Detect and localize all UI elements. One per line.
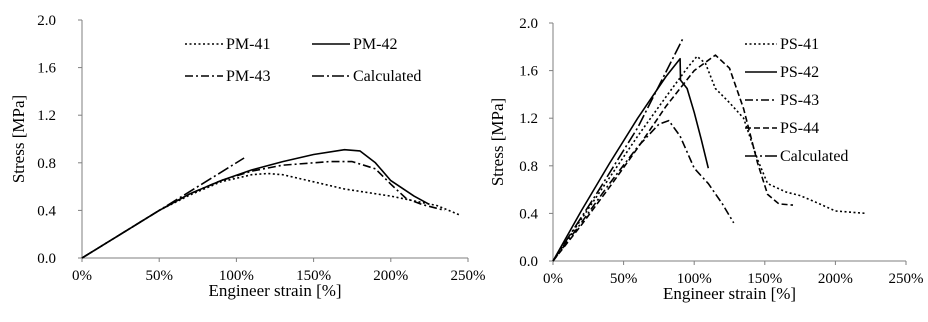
legend-label: PM-41	[226, 36, 270, 53]
y-tick-label: 0.0	[37, 251, 56, 267]
legend-label: Calculated	[780, 148, 848, 165]
series-line-calculated	[552, 38, 684, 262]
chart-ps: 0.0 0.4 0.8 1.2 1.6 2.0 0% 50% 100% 150% 200% 250% E…	[488, 16, 924, 303]
series-line-pm-42	[81, 148, 430, 259]
x-tick-label: 0%	[72, 268, 92, 284]
x-tick-label: 50%	[610, 271, 638, 287]
legend-label: PS-41	[780, 36, 819, 53]
y-tick-label: 0.8	[519, 159, 538, 175]
series-line-ps-43	[552, 119, 735, 262]
y-tick-label: 0.8	[37, 156, 56, 172]
x-tick-label: 0%	[543, 271, 563, 287]
x-axis-title: Engineer strain [%]	[663, 284, 796, 303]
y-tick-label: 1.2	[37, 108, 56, 124]
series-line-ps-41	[552, 55, 867, 262]
y-tick-label: 2.0	[37, 13, 56, 29]
y-tick-label: 0.4	[519, 206, 538, 222]
y-tick-label: 1.2	[519, 111, 538, 127]
x-tick-label: 150%	[296, 268, 331, 284]
chart-pm: 0.0 0.4 0.8 1.2 1.6 2.0 0% 50% 100% 150% 200% 250% E…	[9, 13, 486, 300]
legend-label: PS-42	[780, 64, 819, 81]
series-line-calculated	[81, 157, 245, 259]
y-tick-label: 1.6	[37, 61, 56, 77]
y-tick-label: 0.0	[519, 254, 538, 270]
series-line-pm-43	[81, 160, 446, 259]
y-tick-label: 2.0	[519, 16, 538, 32]
x-tick-label: 100%	[677, 271, 712, 287]
legend-label: Calculated	[353, 68, 421, 85]
x-tick-label: 100%	[219, 268, 254, 284]
x-tick-label: 200%	[373, 268, 408, 284]
y-tick-label: 1.6	[519, 64, 538, 80]
y-tick-label: 0.4	[37, 203, 56, 219]
x-tick-label: 250%	[889, 271, 924, 287]
series-line-ps-42	[552, 57, 710, 262]
x-tick-label: 50%	[145, 268, 173, 284]
series-line-ps-44	[552, 54, 794, 262]
x-tick-label: 150%	[747, 271, 782, 287]
y-axis-title: Stress [MPa]	[488, 98, 507, 186]
legend-label: PS-44	[780, 120, 819, 137]
y-axis-title: Stress [MPa]	[9, 95, 28, 183]
series-line-pm-41	[81, 172, 461, 259]
legend-label: PM-43	[226, 68, 270, 85]
legend-label: PS-43	[780, 92, 819, 109]
legend-label: PM-42	[353, 36, 397, 53]
x-tick-label: 200%	[818, 271, 853, 287]
x-axis-title: Engineer strain [%]	[208, 281, 341, 300]
x-tick-label: 250%	[451, 268, 486, 284]
